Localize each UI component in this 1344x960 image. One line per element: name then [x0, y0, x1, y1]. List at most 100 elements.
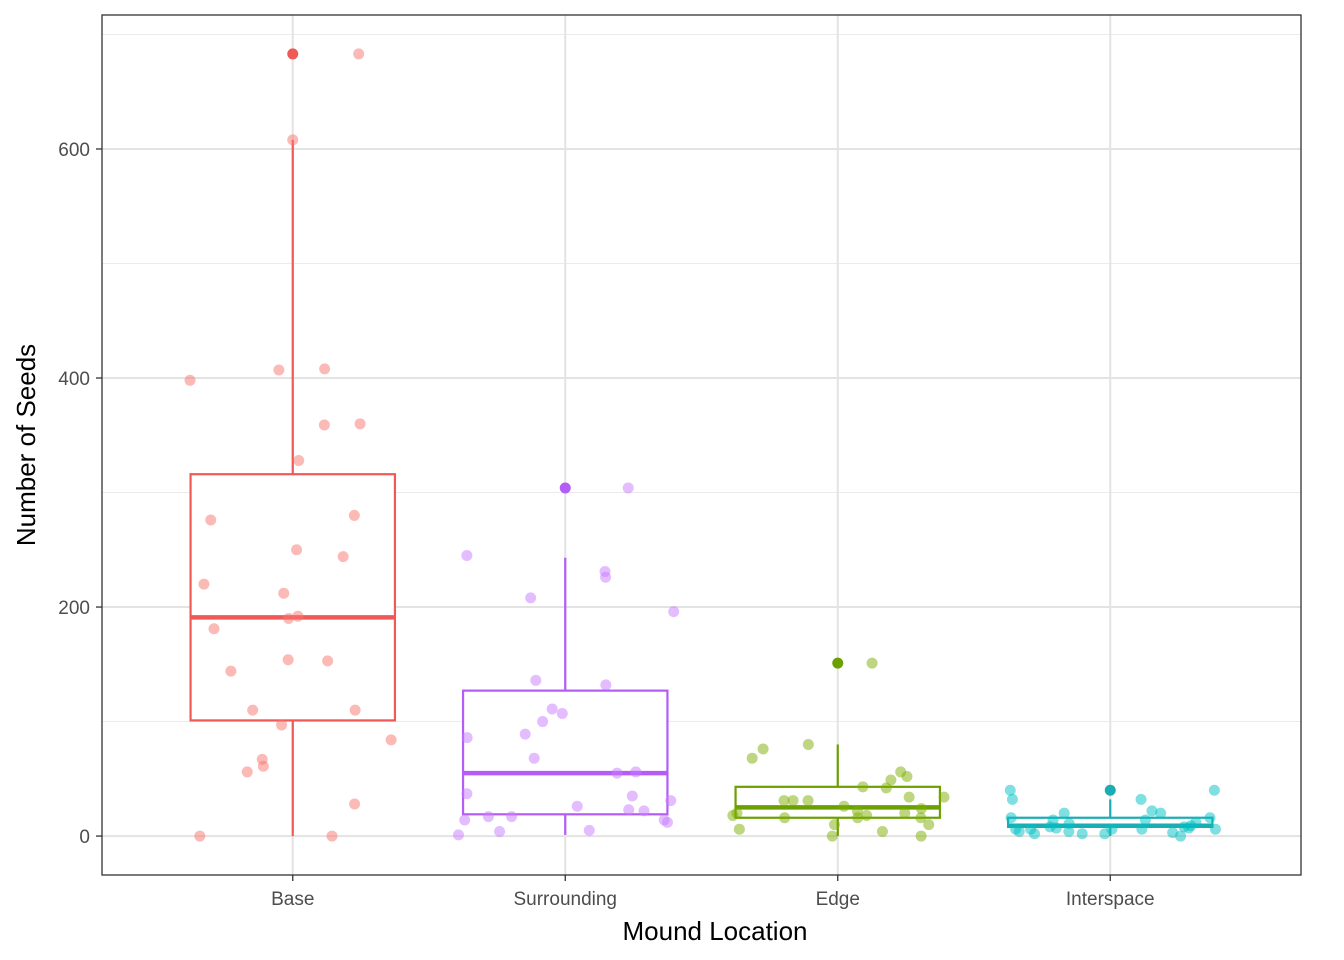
data-point — [630, 766, 642, 778]
y-tick-label: 400 — [58, 369, 90, 390]
data-point — [278, 587, 290, 599]
data-point — [746, 752, 758, 764]
data-point — [600, 679, 612, 691]
data-point — [599, 566, 611, 578]
data-point — [1155, 807, 1167, 819]
data-point — [318, 419, 330, 431]
data-point — [348, 509, 360, 521]
data-point — [876, 825, 888, 837]
data-point — [282, 654, 294, 666]
grid-lines — [102, 15, 1301, 875]
data-point — [938, 791, 950, 803]
data-point — [354, 418, 366, 430]
data-point — [826, 830, 838, 842]
y-tick-label: 200 — [58, 598, 90, 619]
data-point — [1106, 823, 1118, 835]
data-point — [626, 790, 638, 802]
data-point — [731, 807, 743, 819]
data-point — [571, 800, 583, 812]
data-point — [623, 804, 635, 816]
data-point — [1204, 812, 1216, 824]
data-point — [1004, 784, 1016, 796]
data-point — [778, 795, 790, 807]
data-point — [528, 752, 540, 764]
data-point — [225, 665, 237, 677]
data-point — [349, 704, 361, 716]
data-point — [461, 732, 473, 744]
data-point — [880, 782, 892, 794]
outlier-point — [559, 482, 571, 494]
data-point — [1139, 814, 1151, 826]
data-point — [546, 703, 558, 715]
data-point — [241, 766, 253, 778]
data-point — [1076, 828, 1088, 840]
x-tick-label: Interspace — [1066, 889, 1155, 910]
data-point — [638, 805, 650, 817]
x-axis-title: Mound Location — [622, 916, 807, 946]
data-point — [1028, 828, 1040, 840]
data-point — [519, 728, 531, 740]
y-tick-label: 0 — [79, 827, 90, 848]
data-point — [1063, 825, 1075, 837]
data-point — [194, 830, 206, 842]
x-tick-label: Base — [271, 889, 314, 910]
data-point — [525, 592, 537, 604]
data-point — [208, 623, 220, 635]
data-point — [1146, 805, 1158, 817]
data-point — [857, 781, 869, 793]
data-point — [1063, 817, 1075, 829]
data-point — [530, 674, 542, 686]
data-point — [899, 807, 911, 819]
data-point — [903, 791, 915, 803]
data-point — [733, 823, 745, 835]
data-point — [205, 514, 217, 526]
data-point — [1190, 816, 1202, 828]
data-point — [1013, 825, 1025, 837]
data-point — [661, 816, 673, 828]
data-point — [494, 825, 506, 837]
data-point — [322, 655, 334, 667]
data-point — [915, 803, 927, 815]
data-point — [283, 612, 295, 624]
data-point — [1209, 823, 1221, 835]
data-point — [1005, 812, 1017, 824]
data-point — [757, 743, 769, 755]
data-point — [779, 812, 791, 824]
box-layer — [189, 48, 1214, 837]
data-point — [828, 819, 840, 831]
data-point — [198, 578, 210, 590]
data-point — [1135, 793, 1147, 805]
box-iqr — [189, 473, 397, 722]
data-point — [385, 734, 397, 746]
data-point — [349, 798, 361, 810]
data-point — [353, 48, 365, 60]
data-point — [787, 795, 799, 807]
data-point — [861, 809, 873, 821]
data-point — [537, 716, 549, 728]
data-point — [184, 374, 196, 386]
outlier-point — [832, 657, 844, 669]
data-point — [337, 551, 349, 563]
y-tick-label: 600 — [58, 140, 90, 161]
jitter-points — [184, 48, 1221, 842]
y-axis-title: Number of Seeds — [11, 344, 41, 546]
data-point — [885, 774, 897, 786]
data-point — [1006, 793, 1018, 805]
data-point — [1050, 822, 1062, 834]
panel-border — [101, 14, 1302, 876]
data-point — [1058, 807, 1070, 819]
data-point — [291, 544, 303, 556]
axis-ticks: 0 200 400 600 Base Surrounding Edge Interspace — [58, 140, 1154, 910]
data-point — [611, 767, 623, 779]
data-point — [257, 760, 269, 772]
data-point — [461, 788, 473, 800]
data-point — [915, 830, 927, 842]
data-point — [319, 363, 331, 375]
outlier-point — [1104, 784, 1116, 796]
data-point — [1136, 823, 1148, 835]
data-point — [556, 708, 568, 720]
data-point — [459, 814, 471, 826]
x-tick-label: Edge — [816, 889, 860, 910]
data-point — [287, 134, 299, 146]
